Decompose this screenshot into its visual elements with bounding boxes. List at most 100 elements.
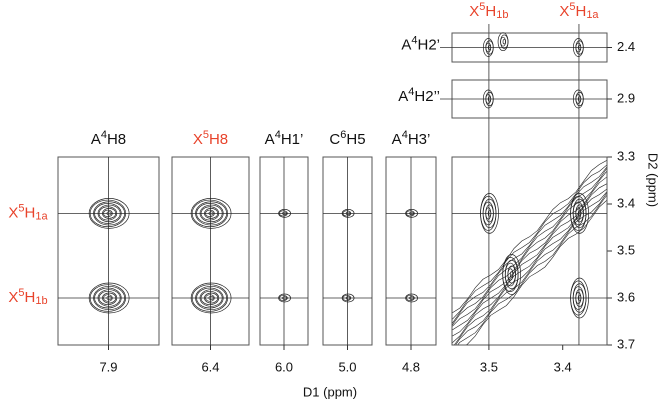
contour [102,208,117,219]
label-part: 4 [411,34,417,46]
label-part: A [401,36,411,53]
contour [195,285,228,311]
label-part: 5 [18,202,24,214]
cross-peak [573,89,584,109]
label-part: 4 [275,129,281,141]
label-part: 5 [203,129,209,141]
contour [93,285,126,311]
label-part: X [8,289,18,306]
contour [199,289,223,307]
ridge-contour [452,167,607,326]
label-part: H3’ [408,131,431,148]
y-tick-label: 2.4 [617,39,635,54]
label-part: H [25,204,36,221]
contour [406,210,415,217]
contour [409,211,414,216]
contour [94,287,122,309]
label-part: H [25,289,36,306]
cross-peak [482,89,494,109]
cross-peak [341,209,355,218]
label-part: 5 [18,287,24,299]
x-tick-label: 5.0 [338,359,356,374]
main-frame [451,156,608,346]
contour [502,254,521,295]
label-part: 4 [101,129,107,141]
contour [570,277,589,319]
top-panel-label: A4H2’ [401,34,440,53]
contour [573,89,584,109]
x-tick-label: 6.4 [201,359,219,374]
contour [191,199,229,228]
label-part: A [398,88,408,105]
y-tick-label: 3.6 [617,289,635,304]
cross-peak [482,38,494,57]
strip-label: C6H5 [329,129,365,148]
contour [199,204,223,223]
contour [480,193,499,234]
contour [208,211,214,216]
strip-label: X5H8 [193,129,228,148]
column-label: X5H1a [559,1,599,21]
label-part: H1’ [281,131,304,148]
contour [93,201,126,226]
label-part: H2’’ [414,88,440,105]
x-tick-label: 6.0 [275,359,293,374]
contour [200,290,220,306]
contour [279,294,288,302]
x-tick-label: 4.8 [402,359,420,374]
label-part: C [329,131,340,148]
label-part: X [193,131,203,148]
contour [341,293,355,303]
contour [409,296,414,300]
contour [190,198,232,229]
label-part: A [91,131,101,148]
contour [342,210,352,217]
strip-label: A4H1’ [265,129,304,148]
ridge-contour [452,170,607,327]
contour [97,204,121,223]
cross-peak [190,198,232,229]
cross-peak [278,209,291,218]
label-part: H8 [107,131,126,148]
ridge-contour [452,164,607,320]
label-part: H8 [209,131,228,148]
contour [345,296,351,300]
contour [106,295,112,301]
label-part: H [575,3,586,20]
ridge-contour [452,160,607,314]
contour [497,32,509,52]
row-label: X5H1b [8,287,47,307]
label-part: 5 [569,1,575,13]
contour [196,287,224,309]
ridge-contour [465,199,607,345]
contour [341,209,355,218]
label-part: 1a [586,9,599,21]
cross-peak [480,193,499,234]
ridge-contour [452,183,607,337]
contour [406,294,415,302]
cross-peak [190,282,232,314]
cross-peak [341,293,355,303]
label-part: 4 [402,129,408,141]
label-part: 6 [340,129,346,141]
ridge-contour [452,176,607,331]
contour [106,211,112,216]
strip-label: A4H8 [91,129,126,148]
label-part: 1b [496,9,508,21]
contour [500,34,509,49]
diagonal-ridge [452,160,607,345]
y-tick-label: 3.3 [617,148,635,163]
label-part: 4 [408,86,414,98]
label-part: X [8,204,18,221]
cross-peak [497,32,509,52]
label-part: H [485,3,496,20]
contour [98,290,118,306]
contour [279,210,288,217]
contour [204,292,219,304]
contour [205,209,215,218]
strip-label: A4H3’ [392,129,431,148]
contour [103,209,113,218]
cross-peak [88,282,130,314]
contour [97,289,121,307]
label-part: H2’ [417,36,440,53]
